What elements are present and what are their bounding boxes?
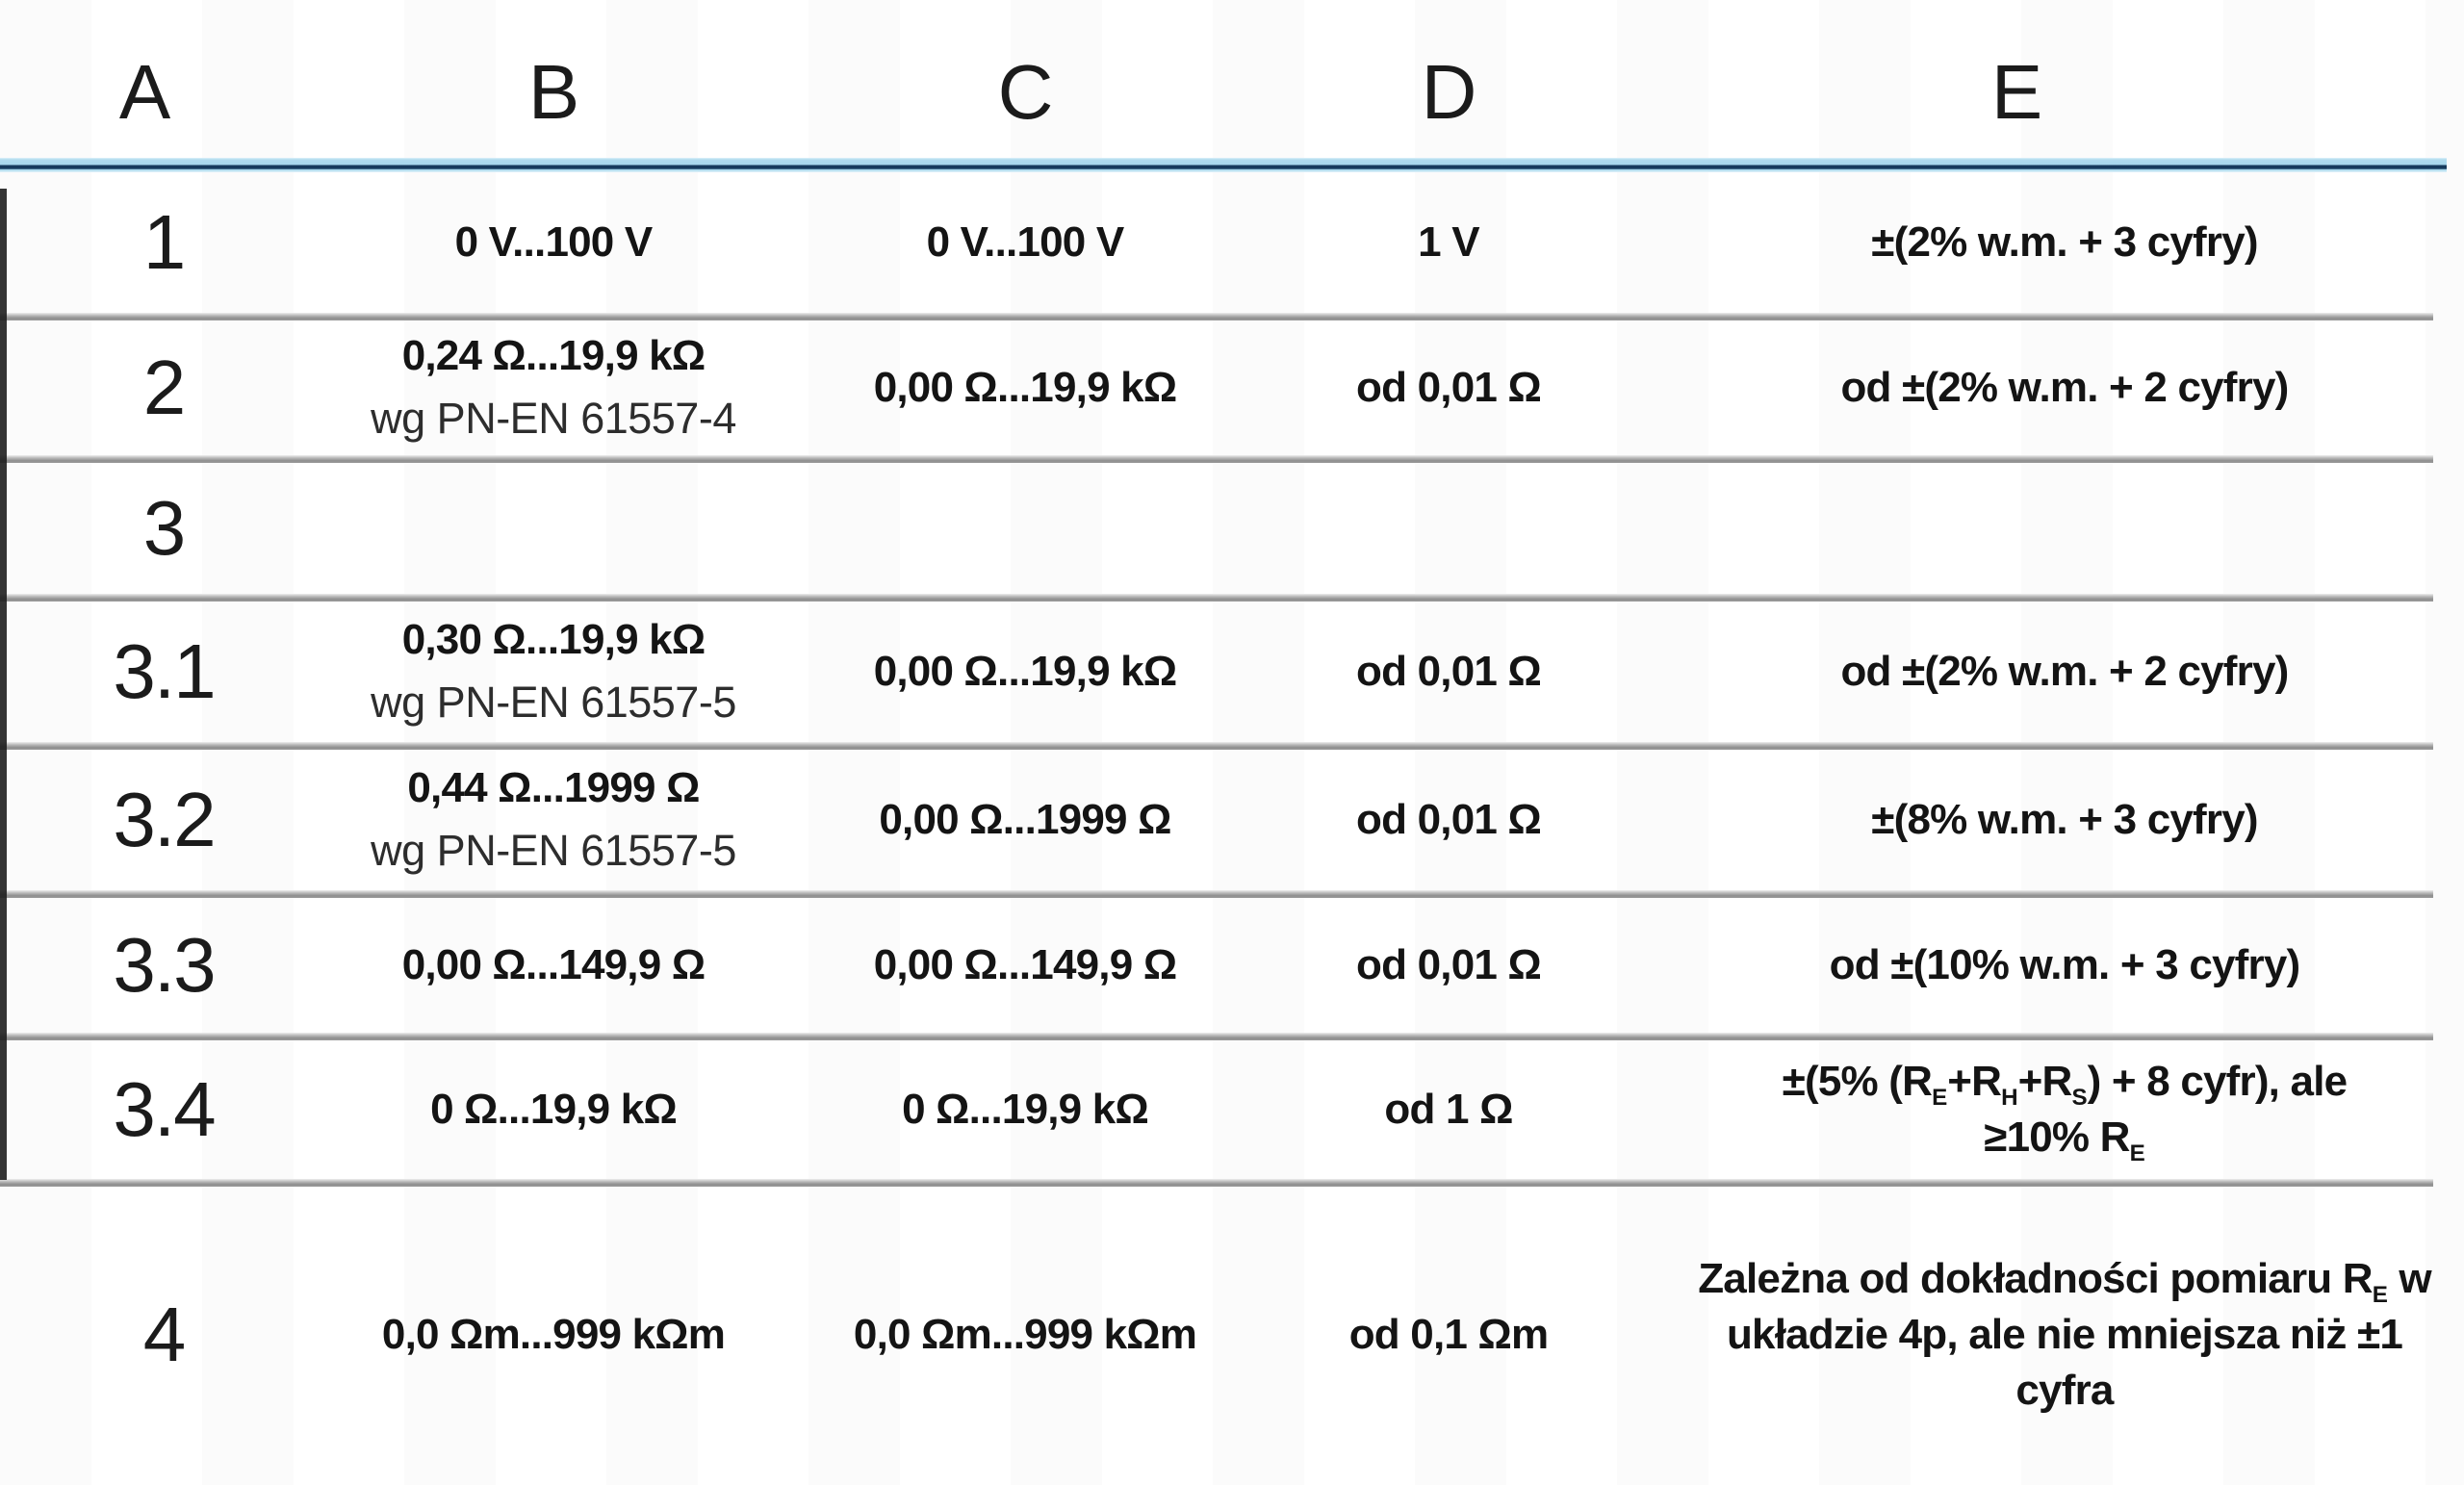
cell-resolution: od 0,1 Ωm [1348,1310,1549,1358]
accuracy-formula-line1: ±(5% (RE+RH+RS) + 8 cyfr), ale [1782,1057,2348,1111]
cell-resolution: od 0,01 Ω [1356,363,1542,411]
table-row: 4 0,0 Ωm...999 kΩm 0,0 Ωm...999 kΩm od 0… [0,1187,2464,1483]
header-cell-c: C [997,49,1054,136]
header-cell-b: B [527,49,579,136]
cell-range-b: 0 Ω...19,9 kΩ [430,1085,678,1133]
cell-resolution: od 0,01 Ω [1356,795,1542,843]
cell-range-b: 0,0 Ωm...999 kΩm [381,1310,726,1358]
cell-accuracy: ±(5% (RE+RH+RS) + 8 cyfr), ale ≥10% RE [1665,1054,2464,1165]
accuracy-formula-line2: ≥10% RE [1984,1114,2145,1166]
cell-range-b: 0 V...100 V [454,218,654,266]
table-row: 3.1 0,30 Ω...19,9 kΩ wg PN-EN 61557-5 0,… [0,602,2464,742]
header-cell-d: D [1421,49,1477,136]
cell-resolution: od 1 Ω [1384,1085,1513,1133]
range-value: 0,24 Ω...19,9 kΩ [401,332,706,380]
cell-accuracy: Zależna od dokładności pomiaru RE w ukła… [1665,1251,2464,1419]
row-number: 2 [142,345,187,431]
range-standard: wg PN-EN 61557-5 [371,826,736,876]
cell-resolution: od 0,01 Ω [1356,940,1542,988]
row-number: 3.2 [113,777,216,863]
table-row: 3 [0,463,2464,594]
cell-range-b: 0,30 Ω...19,9 kΩ wg PN-EN 61557-5 [289,612,818,730]
cell-range-c: 0,00 Ω...19,9 kΩ [873,363,1177,411]
row-divider [0,594,2433,602]
cell-range-c: 0,00 Ω...1999 Ω [879,795,1171,843]
table-row: 3.4 0 Ω...19,9 kΩ 0 Ω...19,9 kΩ od 1 Ω ±… [0,1040,2464,1179]
row-number: 1 [142,199,187,286]
cell-resolution: od 0,01 Ω [1356,647,1542,695]
row-number: 3.3 [113,922,216,1009]
row-divider [0,1033,2433,1040]
cell-accuracy: ±(2% w.m. + 3 cyfry) [1871,218,2258,266]
range-value: 0,44 Ω...1999 Ω [407,764,700,812]
cell-range-c: 0,00 Ω...19,9 kΩ [873,647,1177,695]
cell-accuracy: od ±(10% w.m. + 3 cyfry) [1829,940,2301,988]
table-header-row: A B C D E [0,0,2464,158]
accuracy-note: Zależna od dokładności pomiaru RE w ukła… [1698,1254,2431,1415]
header-cell-e: E [1990,49,2042,136]
scan-artifact-left-border [0,189,7,1180]
cell-resolution: 1 V [1418,218,1479,266]
row-divider [0,890,2433,898]
cell-range-c: 0,0 Ωm...999 kΩm [853,1310,1197,1358]
cell-range-b: 0,00 Ω...149,9 Ω [401,940,706,988]
cell-range-b: 0,44 Ω...1999 Ω wg PN-EN 61557-5 [289,760,818,879]
table-row: 2 0,24 Ω...19,9 kΩ wg PN-EN 61557-4 0,00… [0,320,2464,455]
row-divider [0,313,2433,320]
cell-accuracy: ±(8% w.m. + 3 cyfry) [1871,795,2258,843]
row-divider [0,1179,2433,1187]
range-standard: wg PN-EN 61557-5 [371,678,736,728]
row-number: 3 [142,485,187,572]
row-divider [0,455,2433,463]
table-row: 1 0 V...100 V 0 V...100 V 1 V ±(2% w.m. … [0,172,2464,313]
row-number: 3.4 [113,1066,216,1153]
header-divider [0,158,2447,172]
header-cell-a: A [118,49,170,136]
row-number: 3.1 [113,628,216,715]
table-row: 3.3 0,00 Ω...149,9 Ω 0,00 Ω...149,9 Ω od… [0,898,2464,1033]
cell-range-c: 0,00 Ω...149,9 Ω [873,940,1177,988]
row-number: 4 [142,1292,187,1378]
cell-accuracy: od ±(2% w.m. + 2 cyfry) [1840,647,2289,695]
range-value: 0,30 Ω...19,9 kΩ [401,616,706,664]
row-divider [0,742,2433,750]
cell-range-b: 0,24 Ω...19,9 kΩ wg PN-EN 61557-4 [289,328,818,447]
cell-accuracy: od ±(2% w.m. + 2 cyfry) [1840,363,2289,411]
cell-range-c: 0 V...100 V [926,218,1125,266]
range-standard: wg PN-EN 61557-4 [371,394,736,444]
table-row: 3.2 0,44 Ω...1999 Ω wg PN-EN 61557-5 0,0… [0,750,2464,890]
cell-range-c: 0 Ω...19,9 kΩ [902,1085,1149,1133]
